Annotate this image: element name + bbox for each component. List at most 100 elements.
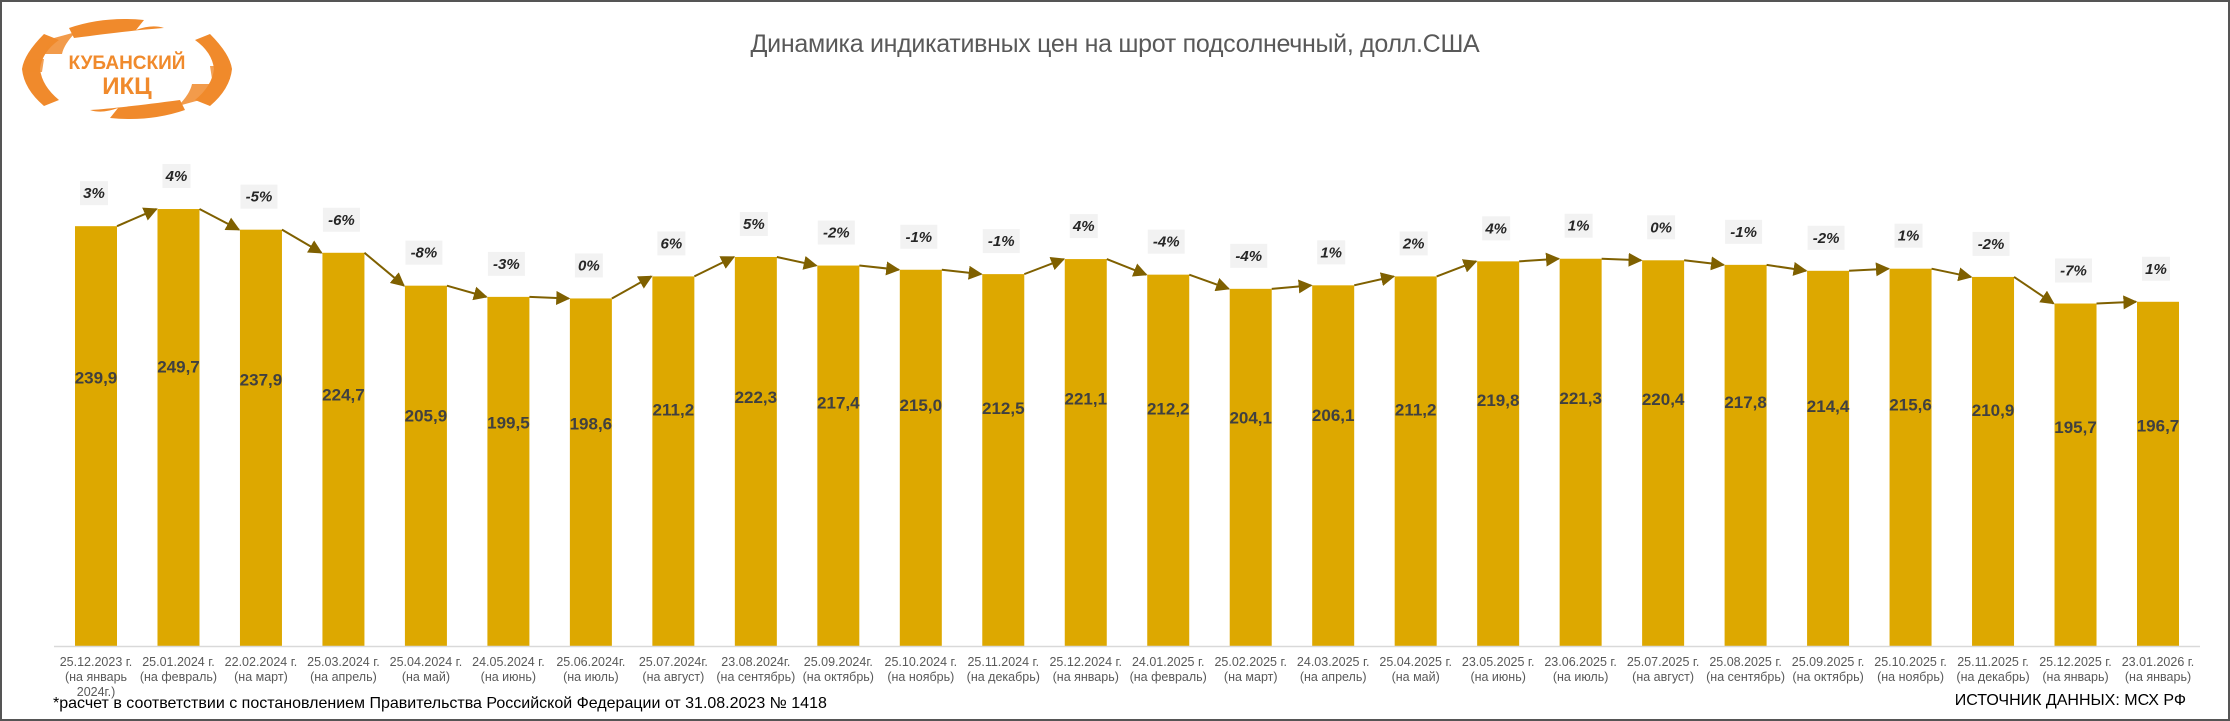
value-label: 219,8	[1477, 391, 1520, 410]
change-label-text: -8%	[411, 245, 438, 262]
x-tick-label: 25.02.2025 г.	[1214, 655, 1287, 669]
value-label: 217,8	[1724, 393, 1767, 412]
value-label: 215,6	[1889, 396, 1932, 415]
change-label-text: 1%	[1898, 228, 1920, 245]
x-tick-label: 25.11.2024 г.	[967, 655, 1039, 669]
trend-arrow	[1023, 257, 1066, 276]
value-label: 237,9	[240, 371, 283, 390]
x-tick-label: 24.03.2025 г.	[1297, 655, 1370, 669]
bar	[322, 252, 365, 646]
change-label: -4%	[1230, 243, 1268, 268]
change-label-text: 1%	[1320, 244, 1342, 261]
x-tick-label: 23.08.2024г.	[721, 655, 790, 669]
change-label-text: -1%	[988, 233, 1015, 250]
value-label: 249,7	[157, 357, 200, 376]
value-label: 195,7	[2054, 418, 2097, 437]
change-label: 1%	[1894, 223, 1923, 248]
bar	[817, 265, 860, 646]
value-label: 198,6	[570, 415, 613, 434]
change-label-text: -7%	[2060, 263, 2087, 280]
trend-arrow	[859, 261, 901, 276]
bar	[982, 274, 1025, 646]
bar	[1229, 288, 1272, 646]
x-tick-label: (на сентябрь)	[1706, 670, 1785, 684]
x-tick-label: 25.12.2025 г.	[2039, 655, 2112, 669]
change-label-text: -4%	[1153, 234, 1180, 251]
x-tick-label: 25.10.2024 г.	[885, 655, 958, 669]
change-label-bg	[322, 207, 360, 232]
change-label-text: 5%	[743, 216, 765, 233]
bar	[899, 269, 942, 646]
value-label: 212,2	[1147, 399, 1190, 418]
trend-arrow	[363, 252, 405, 287]
change-label-bg	[1230, 243, 1268, 268]
change-label-bg	[240, 184, 278, 209]
bar	[1559, 258, 1602, 646]
x-tick-label: (на апрель)	[1300, 670, 1367, 684]
change-label: 6%	[657, 231, 686, 256]
logo-line2: ИКЦ	[102, 73, 152, 100]
change-label-bg	[1399, 231, 1428, 256]
change-label-text: 3%	[83, 185, 105, 202]
change-label-bg	[1069, 214, 1098, 239]
change-label: 0%	[574, 253, 603, 278]
change-label-text: 0%	[1650, 219, 1672, 236]
change-label-bg	[1482, 216, 1511, 241]
bar	[2054, 303, 2097, 646]
bar	[1394, 276, 1437, 646]
change-label: -2%	[817, 220, 855, 245]
change-label-bg	[739, 211, 768, 236]
logo-line1: КУБАНСКИЙ	[69, 52, 186, 74]
trend-arrow	[199, 208, 241, 231]
x-tick-label: 25.12.2024 г.	[1049, 655, 1122, 669]
bar	[652, 276, 695, 646]
x-tick-label: 25.12.2023 г.	[60, 655, 133, 669]
x-tick-label: 22.02.2024 г.	[225, 655, 298, 669]
labels-layer: 239,9 3% 249,7 4% 237,9 -5% 224,7 -6% 205,9 -8% 19…	[75, 164, 2179, 437]
bar	[1972, 276, 2015, 646]
change-label: -1%	[900, 224, 938, 249]
value-label: 224,7	[322, 385, 365, 404]
change-label: 4%	[1482, 216, 1511, 241]
x-tick-label: 25.04.2025 г.	[1379, 655, 1452, 669]
bar	[75, 226, 117, 647]
change-label-text: -2%	[1813, 230, 1840, 247]
value-label: 199,5	[487, 414, 530, 433]
change-label-text: -1%	[1730, 224, 1757, 241]
trend-arrow	[1106, 258, 1148, 277]
bar	[1724, 264, 1767, 646]
trend-arrow	[1436, 259, 1478, 278]
x-tick-label: 25.06.2024г.	[556, 655, 625, 669]
change-label-text: 6%	[661, 235, 683, 252]
x-tick-label: (на февраль)	[140, 670, 217, 684]
x-tick-label: (на май)	[1392, 670, 1440, 684]
x-tick-label: (на февраль)	[1130, 670, 1207, 684]
change-label: -1%	[982, 229, 1020, 254]
footnote: *расчет в соответствии с постановлением …	[53, 695, 827, 712]
bar	[1642, 260, 1685, 646]
x-tick-label: (на октябрь)	[803, 670, 874, 684]
x-tick-label: (на июль)	[563, 670, 619, 684]
x-tick-label: 24.01.2025 г.	[1132, 655, 1205, 669]
x-tick-label: (на август)	[1632, 670, 1694, 684]
x-tick-label: (на январь	[65, 670, 127, 684]
change-label-bg	[162, 164, 191, 189]
x-tick-label: 25.09.2025 г.	[1792, 655, 1865, 669]
x-tick-label: (на декабрь)	[1956, 670, 2029, 684]
trend-arrow	[1353, 272, 1396, 287]
data-source: ИСТОЧНИК ДАННЫХ: МСХ РФ	[1954, 692, 2186, 709]
x-tick-label: (на сентябрь)	[716, 670, 795, 684]
logo-emblem-icon: КУБАНСКИЙ ИКЦ	[22, 19, 232, 119]
change-label-text: -3%	[493, 256, 520, 273]
trend-arrow	[1519, 252, 1561, 267]
change-label: 2%	[1399, 231, 1428, 256]
value-label: 204,1	[1229, 408, 1272, 427]
change-label: -2%	[1807, 225, 1845, 250]
change-label-bg	[817, 220, 855, 245]
x-tick-label: 23.05.2025 г.	[1462, 655, 1535, 669]
x-tick-label: (на июнь)	[1470, 670, 1525, 684]
trend-arrow	[693, 256, 736, 278]
bar	[1064, 259, 1107, 646]
chart-title: Динамика индикативных цен на шрот подсол…	[750, 30, 1480, 58]
trend-arrow	[1271, 279, 1313, 294]
